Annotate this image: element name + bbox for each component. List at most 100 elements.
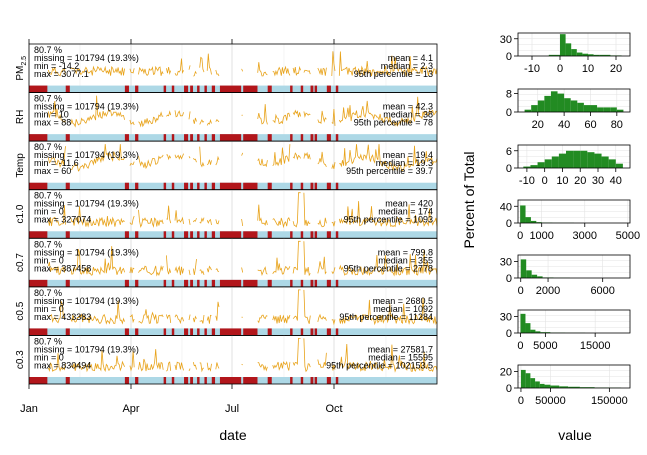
data-missing-segment: [335, 279, 339, 287]
stat-p95: 95th percentile = 39.7: [346, 166, 433, 176]
data-missing-segment: [290, 328, 293, 336]
hist-x-tick-label: -10: [519, 175, 535, 187]
hist-x-tick-label: 150000: [591, 395, 628, 407]
histogram-bar: [535, 331, 541, 333]
series-line-rh: [47, 95, 438, 128]
panel-label-main: c1.0: [15, 204, 26, 223]
histogram-bar: [557, 93, 565, 112]
series-line-c10: [47, 192, 438, 229]
data-missing-segment: [204, 328, 207, 336]
data-missing-segment: [184, 182, 189, 190]
data-missing-segment: [124, 377, 129, 384]
data-missing-segment: [211, 328, 216, 336]
histogram-bar: [523, 166, 531, 168]
data-missing-segment: [335, 182, 339, 190]
stat-min: min = 10: [34, 110, 69, 120]
stat-mean: mean = 27581.7: [368, 344, 433, 354]
data-missing-segment: [211, 231, 216, 239]
data-missing-segment: [219, 85, 242, 93]
data-missing-segment: [310, 182, 314, 190]
histogram-bar: [535, 381, 540, 388]
histogram-bar: [603, 107, 611, 112]
data-missing-segment: [310, 134, 314, 142]
hist-x-tick-label: 1000: [529, 230, 553, 242]
histogram-bar: [544, 95, 551, 112]
data-missing-segment: [197, 377, 200, 384]
stat-mean: mean = 19.4: [383, 150, 433, 160]
panel-label-main: Temp: [15, 153, 26, 178]
data-missing-segment: [204, 231, 207, 239]
data-missing-segment: [314, 279, 318, 287]
data-missing-segment: [310, 377, 314, 384]
panel-label: Temp: [15, 153, 26, 178]
panel-label: c0.7: [15, 253, 26, 272]
data-missing-segment: [300, 377, 304, 384]
histogram-frame: [517, 199, 631, 224]
data-missing-segment: [290, 85, 293, 93]
histogram-pm25: -10 0 10 20 0 30: [500, 32, 631, 75]
data-missing-segment: [190, 85, 194, 93]
data-missing-segment: [135, 182, 139, 190]
data-missing-segment: [300, 182, 304, 190]
panel-label: RH: [15, 110, 26, 124]
data-missing-segment: [204, 279, 207, 287]
stat-missing: missing = 101794 (19.3%): [34, 102, 139, 112]
histogram-bar: [594, 153, 602, 168]
data-missing-segment: [163, 231, 167, 239]
data-missing-segment: [204, 182, 207, 190]
data-missing-segment: [124, 85, 129, 93]
histogram-bar: [531, 105, 538, 112]
histogram-bar: [525, 323, 531, 333]
data-missing-segment: [310, 328, 314, 336]
stat-max: max = 433383: [34, 312, 91, 322]
data-missing-segment: [190, 279, 194, 287]
histogram-bar: [520, 259, 527, 278]
data-missing-segment: [211, 134, 216, 142]
hist-y-tick-label: 0: [506, 328, 512, 340]
histogram-bar: [536, 222, 542, 223]
histogram-frame: [517, 32, 631, 57]
data-missing-segment: [197, 328, 200, 336]
data-missing-segment: [184, 279, 189, 287]
histogram-bar: [615, 163, 623, 168]
data-missing-segment: [267, 134, 272, 142]
data-missing-segment: [197, 182, 200, 190]
data-missing-segment: [184, 231, 189, 239]
data-missing-segment: [171, 85, 175, 93]
histogram-bar: [537, 162, 545, 168]
data-missing-segment: [267, 231, 272, 239]
histogram-bar: [610, 107, 617, 112]
data-missing-segment: [65, 134, 70, 142]
stat-percent: 80.7 %: [34, 142, 62, 152]
histogram-frame: [517, 309, 631, 334]
stat-min: min = 0: [34, 352, 64, 362]
data-missing-segment: [184, 377, 189, 384]
hist-x-tick-label: -10: [524, 63, 540, 75]
stat-max: max = 3077.1: [34, 69, 89, 79]
data-missing-segment: [190, 182, 194, 190]
histogram-bar: [525, 217, 531, 223]
data-missing-segment: [65, 85, 70, 93]
data-missing-segment: [163, 377, 167, 384]
histogram-c03: 0 50000 150000 0 20: [500, 364, 631, 407]
stat-p95: 95th percentile = 78: [354, 118, 433, 128]
data-missing-segment: [163, 85, 167, 93]
stat-p95: 95th percentile = 102153.5: [326, 360, 433, 370]
stat-percent: 80.7 %: [34, 94, 62, 104]
stat-max: max = 327074: [34, 215, 91, 225]
data-missing-segment: [197, 134, 200, 142]
stat-min: min = 0: [34, 255, 64, 265]
histogram-bar: [531, 274, 538, 278]
data-missing-segment: [29, 182, 48, 190]
data-missing-segment: [65, 182, 70, 190]
data-missing-segment: [65, 279, 70, 287]
histogram-frame: [517, 88, 631, 113]
data-missing-segment: [300, 134, 304, 142]
histogram-bar: [520, 205, 526, 223]
histogram-bar: [576, 52, 583, 56]
data-missing-segment: [171, 377, 175, 384]
hist-y-tick-label: 0: [506, 273, 512, 285]
data-missing-segment: [300, 231, 304, 239]
data-missing-segment: [310, 279, 314, 287]
stat-median: median = 19.3: [376, 158, 433, 168]
